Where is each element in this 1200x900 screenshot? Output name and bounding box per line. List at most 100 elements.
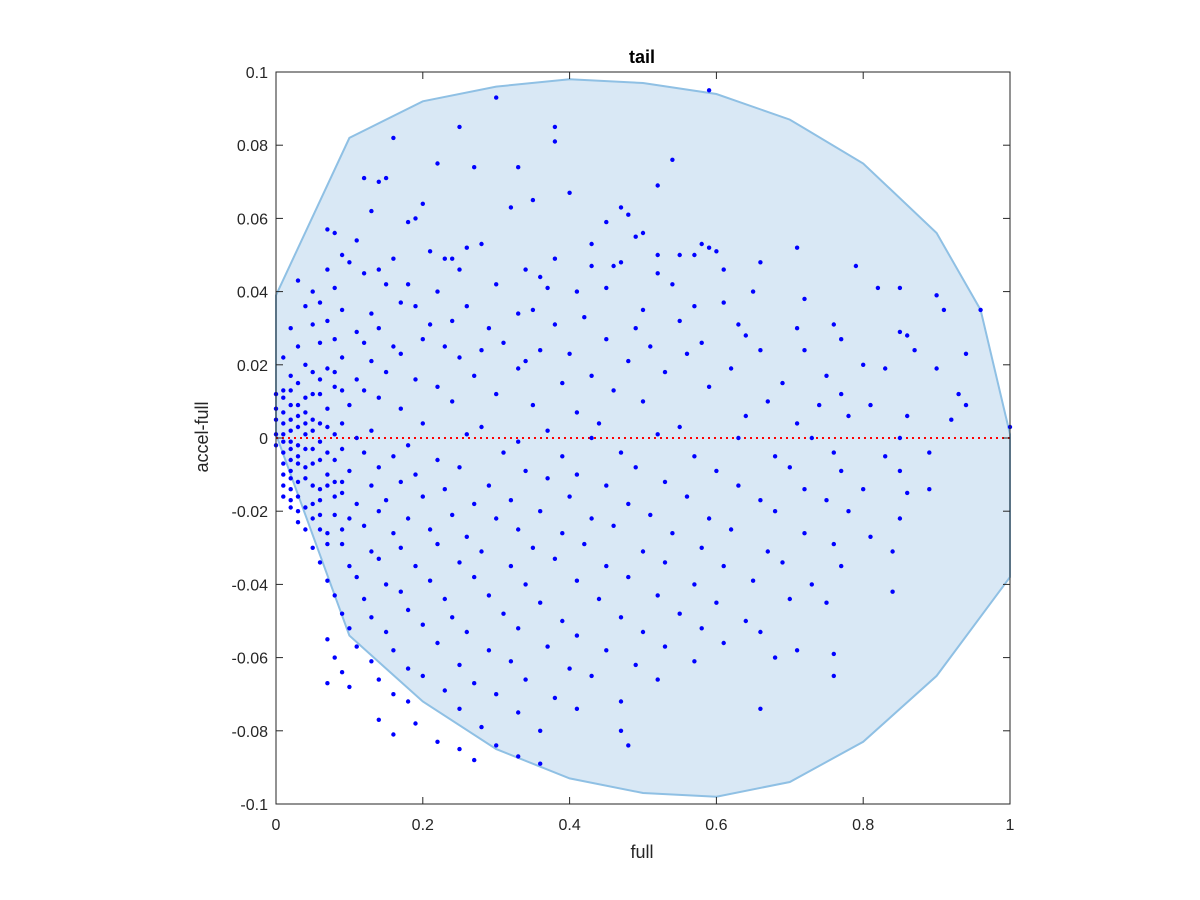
data-point (354, 501, 359, 507)
data-point (288, 476, 293, 481)
data-point (332, 230, 337, 236)
data-point (780, 380, 785, 386)
data-point (472, 681, 477, 686)
data-point (303, 421, 308, 426)
data-point (413, 304, 418, 309)
data-point (376, 179, 381, 184)
data-point (295, 278, 301, 283)
data-point (552, 695, 558, 701)
data-point (435, 457, 440, 463)
data-point (897, 435, 903, 441)
data-point (868, 402, 873, 408)
data-point (692, 582, 697, 587)
data-point (325, 578, 330, 583)
data-point (376, 395, 381, 400)
data-point (662, 369, 668, 375)
x-axis-ticks: 0 0.2 0.4 0.6 0.8 1 (272, 72, 1015, 834)
data-point (897, 285, 903, 291)
y-tick-label: -0.08 (232, 724, 269, 741)
data-point (303, 446, 308, 452)
data-point (472, 501, 477, 507)
data-point (295, 443, 301, 448)
data-point (831, 322, 836, 327)
data-point (435, 739, 440, 744)
data-point (626, 501, 631, 507)
data-point (317, 377, 323, 382)
data-point (699, 241, 704, 247)
data-point (303, 304, 308, 309)
data-point (303, 432, 308, 437)
data-point (325, 450, 330, 455)
data-point (442, 344, 447, 349)
data-point (288, 439, 293, 444)
data-point (868, 534, 873, 539)
data-point (317, 498, 323, 503)
data-point (339, 527, 345, 532)
data-point (699, 340, 704, 345)
y-tick-label: -0.04 (232, 577, 269, 594)
data-point (736, 483, 741, 488)
data-point (339, 446, 345, 452)
data-point (347, 626, 352, 631)
data-point (464, 534, 469, 539)
data-point (574, 578, 580, 583)
data-point (310, 545, 315, 550)
data-point (831, 541, 836, 547)
data-point (824, 373, 829, 378)
data-point (325, 483, 330, 488)
data-point (325, 681, 330, 686)
data-point (604, 337, 609, 342)
data-point (692, 252, 697, 258)
data-point (890, 549, 895, 554)
data-point (611, 263, 616, 269)
data-point (516, 710, 521, 715)
data-point (354, 435, 359, 441)
data-point (589, 516, 594, 521)
data-point (354, 574, 359, 580)
data-point (332, 457, 337, 463)
data-point (640, 399, 646, 404)
data-point (545, 428, 550, 433)
y-axis-label: accel-full (192, 401, 212, 472)
data-point (310, 369, 315, 375)
data-point (420, 494, 425, 499)
data-point (640, 230, 646, 236)
data-point (383, 282, 389, 287)
data-point (310, 501, 315, 507)
data-point (670, 282, 675, 287)
data-point (626, 358, 631, 364)
data-point (692, 304, 697, 309)
data-point (427, 527, 433, 532)
data-point (288, 428, 293, 433)
data-point (714, 249, 719, 254)
data-point (325, 318, 330, 324)
data-point (310, 289, 315, 294)
data-point (339, 479, 345, 485)
data-point (655, 252, 660, 258)
data-point (853, 263, 859, 269)
data-point (516, 439, 521, 444)
data-point (383, 498, 389, 503)
data-point (963, 351, 969, 356)
data-point (413, 721, 418, 726)
data-point (391, 454, 396, 459)
data-point (589, 241, 594, 247)
data-point (523, 358, 528, 364)
data-point (376, 267, 381, 272)
data-point (281, 472, 286, 477)
data-point (574, 410, 580, 415)
data-point (611, 523, 616, 528)
data-point (494, 95, 499, 100)
y-tick-label: -0.02 (232, 504, 269, 521)
data-point (677, 611, 682, 616)
data-point (398, 300, 403, 305)
data-point (332, 384, 337, 389)
data-point (427, 322, 433, 327)
data-point (303, 395, 308, 400)
data-point (861, 487, 866, 492)
data-point (288, 487, 293, 492)
data-point (354, 329, 359, 335)
data-point (339, 490, 345, 496)
data-point (582, 315, 587, 320)
data-point (589, 673, 594, 679)
